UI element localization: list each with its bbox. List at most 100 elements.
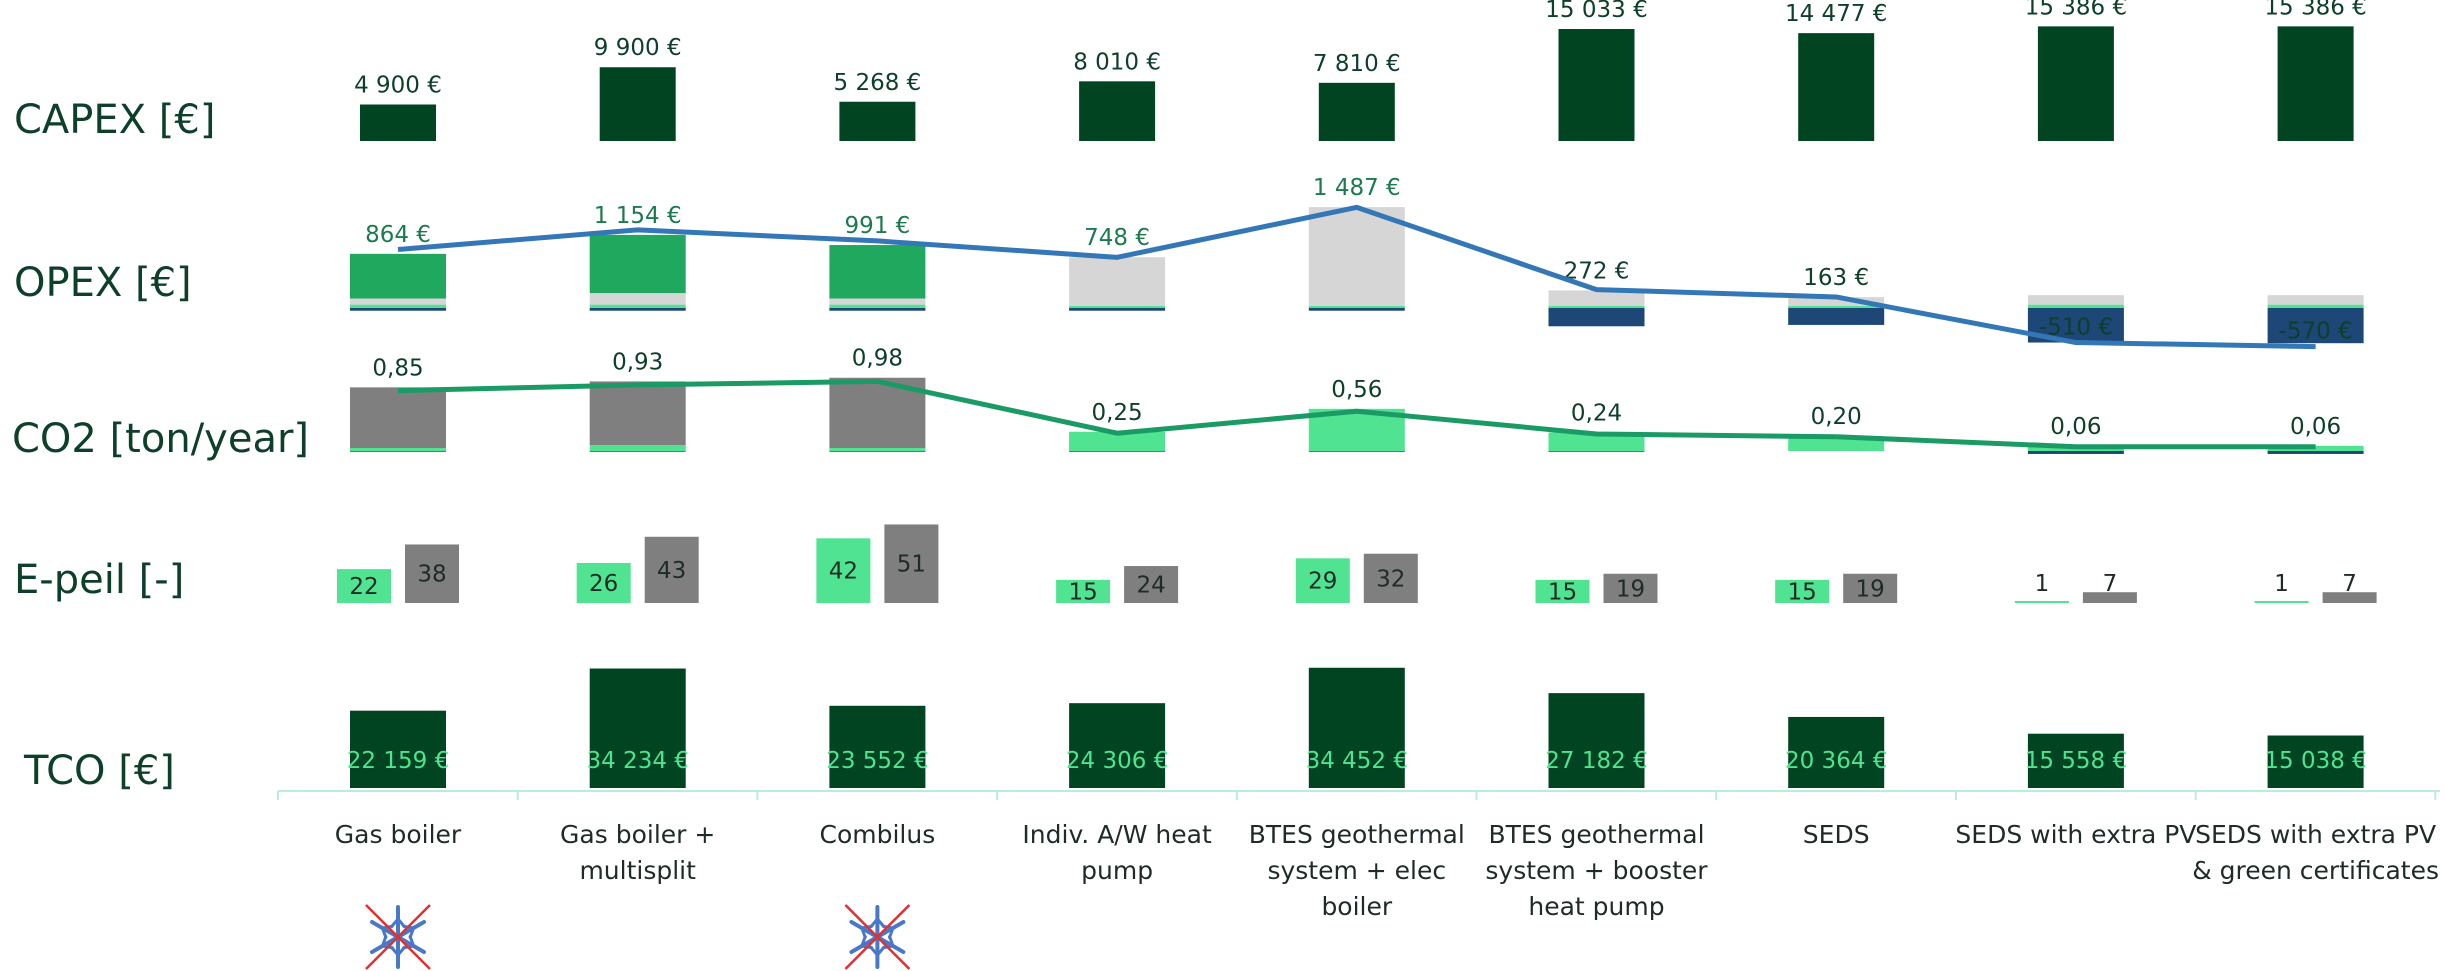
epeil-bar-primary bbox=[337, 569, 391, 603]
capex-value-label: 8 010 € bbox=[1073, 49, 1161, 75]
category-label: heat pump bbox=[1528, 892, 1664, 921]
row-label-co2: CO2 [ton/year] bbox=[12, 416, 309, 462]
opex-bar-segment-gas bbox=[829, 245, 926, 299]
opex-total-label: 1 487 € bbox=[1313, 175, 1401, 201]
epeil-value-label: 19 bbox=[1856, 576, 1885, 602]
tco-chart: 22 159 € 34 234 € 23 552 € 24 306 € 34 452 €… bbox=[347, 667, 2367, 788]
category-label: SEDS with extra PV bbox=[2195, 820, 2436, 849]
epeil-bar-primary bbox=[1775, 579, 1830, 603]
epeil-value-label: 32 bbox=[1376, 566, 1405, 592]
cross-line bbox=[844, 904, 911, 970]
category-label: Combilus bbox=[820, 820, 936, 849]
no-cooling-icons bbox=[365, 904, 911, 970]
opex-total-label: 748 € bbox=[1084, 225, 1150, 251]
opex-bar-segment-fixed bbox=[1548, 305, 1645, 308]
co2-total-label: 0,24 bbox=[1571, 401, 1622, 427]
epeil-value-label: 51 bbox=[897, 552, 926, 578]
capex-bar bbox=[360, 104, 436, 141]
epeil-bar-secondary bbox=[2082, 592, 2137, 603]
opex-bar-segment-electricity bbox=[2267, 295, 2364, 305]
category-label: Indiv. A/W heat bbox=[1022, 820, 1212, 849]
opex-bar-segment-electricity bbox=[1548, 290, 1645, 306]
co2-total-label: 0,56 bbox=[1331, 377, 1382, 403]
tco-bar bbox=[1788, 716, 1885, 788]
opex-bar-segment-fixed bbox=[2027, 304, 2124, 308]
epeil-bar-secondary bbox=[1843, 573, 1898, 603]
row-label-tco: TCO [€] bbox=[23, 748, 175, 794]
capex-value-label: 14 477 € bbox=[1785, 1, 1887, 27]
opex-bar-segment-fixed bbox=[350, 304, 446, 308]
epeil-bar-primary bbox=[816, 538, 871, 603]
opex-bar-segment-fixed bbox=[829, 304, 926, 308]
capex-bar bbox=[599, 67, 676, 141]
opex-chart: 864 €1 154 €991 €748 €1 487 €272 €163 €-… bbox=[350, 175, 2364, 350]
epeil-chart: 22 38 26 43 42 51 15 24 29 32 15 19 15 19 1 7 1 7 bbox=[337, 524, 2377, 605]
capex-bar bbox=[1318, 82, 1395, 141]
category-label: system + booster bbox=[1485, 856, 1708, 885]
co2-bar-segment-electricity bbox=[829, 448, 926, 451]
opex-bar-segment-electricity bbox=[829, 298, 926, 305]
epeil-bar-primary bbox=[2014, 601, 2069, 603]
tco-value-label: 22 159 € bbox=[347, 748, 449, 774]
category-label: Gas boiler bbox=[335, 820, 462, 849]
epeil-bar-secondary bbox=[1124, 566, 1179, 603]
co2-total-label: 0,06 bbox=[2290, 414, 2341, 440]
co2-bar-segment-electricity bbox=[589, 445, 686, 451]
epeil-value-label: 7 bbox=[2342, 571, 2357, 597]
epeil-bar-secondary bbox=[644, 536, 699, 603]
co2-bar-segment-electricity bbox=[350, 448, 446, 451]
tco-value-label: 27 182 € bbox=[1545, 748, 1647, 774]
capex-value-label: 15 386 € bbox=[2264, 0, 2366, 20]
capex-value-label: 4 900 € bbox=[354, 72, 442, 98]
co2-total-line bbox=[397, 378, 2316, 450]
opex-bar-segment-fixed bbox=[1308, 305, 1405, 308]
category-label: BTES geothermal bbox=[1488, 820, 1704, 849]
co2-chart: 0,85 0,93 0,98 0,25 0,56 0,24 0,20 0,06 0,06 bbox=[350, 346, 2364, 454]
epeil-value-label: 22 bbox=[349, 574, 378, 600]
co2-bar-segment-gas bbox=[589, 381, 686, 446]
epeil-value-label: 38 bbox=[417, 562, 446, 588]
capex-bar bbox=[1798, 33, 1875, 142]
co2-bar-segment-electricity bbox=[1548, 432, 1645, 451]
epeil-bar-primary bbox=[576, 562, 631, 603]
epeil-bar-secondary bbox=[405, 544, 459, 603]
co2-bar-segment-offset bbox=[589, 451, 686, 452]
opex-bar-segment-revenue bbox=[1788, 308, 1885, 325]
opex-bar-segment-revenue bbox=[1548, 308, 1645, 327]
opex-total-label: 864 € bbox=[365, 222, 431, 248]
epeil-value-label: 26 bbox=[589, 571, 618, 597]
snowflake-branch bbox=[380, 926, 388, 939]
epeil-bar-secondary bbox=[884, 524, 939, 603]
co2-total-label: 0,20 bbox=[1811, 404, 1862, 430]
epeil-bar-primary bbox=[1056, 579, 1111, 603]
opex-bar-segment-revenue bbox=[1308, 308, 1405, 311]
epeil-bar-primary bbox=[2254, 601, 2309, 603]
opex-bar-segment-fixed bbox=[1788, 305, 1885, 308]
epeil-value-label: 7 bbox=[2103, 571, 2118, 597]
capex-value-label: 15 386 € bbox=[2025, 0, 2127, 20]
category-axis: Gas boiler Gas boiler + multisplit Combilus… bbox=[277, 790, 2440, 921]
capex-bar bbox=[1079, 81, 1156, 141]
epeil-value-label: 1 bbox=[2274, 571, 2289, 597]
co2-total-label: 0,25 bbox=[1091, 400, 1142, 426]
row-label-capex: CAPEX [€] bbox=[14, 97, 215, 143]
co2-total-label: 0,85 bbox=[372, 355, 423, 381]
tco-value-label: 34 452 € bbox=[1306, 748, 1408, 774]
co2-total-label: 0,06 bbox=[2050, 414, 2101, 440]
opex-bar-segment-fixed bbox=[1069, 305, 1166, 308]
category-label: SEDS with extra PV bbox=[1955, 820, 2196, 849]
epeil-value-label: 29 bbox=[1308, 569, 1337, 595]
category-label: SEDS bbox=[1803, 820, 1870, 849]
category-label: boiler bbox=[1321, 892, 1392, 921]
tco-bar bbox=[2027, 733, 2124, 788]
opex-bar-segment-revenue bbox=[829, 308, 926, 311]
co2-bar-segment-gas bbox=[350, 387, 446, 449]
opex-bar-segment-gas bbox=[350, 253, 446, 299]
capex-value-label: 7 810 € bbox=[1313, 51, 1401, 77]
category-label: system + elec bbox=[1267, 856, 1446, 885]
opex-bar-segment-fixed bbox=[589, 304, 686, 308]
opex-total-label: 163 € bbox=[1803, 265, 1869, 291]
category-label: BTES geothermal bbox=[1249, 820, 1465, 849]
co2-total-label: 0,93 bbox=[612, 349, 663, 375]
